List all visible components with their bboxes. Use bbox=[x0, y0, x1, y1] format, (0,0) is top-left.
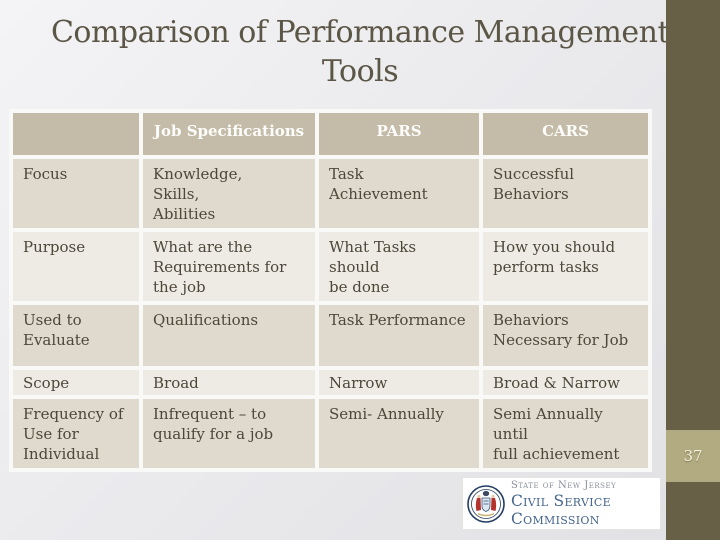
new-jersey-state-seal-icon bbox=[467, 484, 505, 523]
row-label-used-to-evaluate: Used to Evaluate bbox=[13, 305, 139, 366]
table-header-row: Job Specifications PARS CARS bbox=[13, 113, 648, 155]
cell-scope-job-specifications: Broad bbox=[143, 370, 315, 395]
cell-focus-cars: Successful Behaviors bbox=[483, 159, 648, 228]
table-row: Purpose What are the Requirements for th… bbox=[13, 232, 648, 301]
table-row: Focus Knowledge, Skills, Abilities Task … bbox=[13, 159, 648, 228]
cell-frequency-pars: Semi- Annually bbox=[319, 399, 479, 468]
page-number-badge: 37 bbox=[666, 430, 720, 482]
cell-purpose-job-specifications: What are the Requirements for the job bbox=[143, 232, 315, 301]
cell-focus-pars: Task Achievement bbox=[319, 159, 479, 228]
table-row: Scope Broad Narrow Broad & Narrow bbox=[13, 370, 648, 395]
header-cell-job-specifications: Job Specifications bbox=[143, 113, 315, 155]
header-cell-cars: CARS bbox=[483, 113, 648, 155]
cell-used-cars: Behaviors Necessary for Job bbox=[483, 305, 648, 366]
cell-used-job-specifications: Qualifications bbox=[143, 305, 315, 366]
cell-purpose-pars: What Tasks should be done bbox=[319, 232, 479, 301]
logo-commission-line: Civil Service Commission bbox=[511, 491, 611, 528]
cell-used-pars: Task Performance bbox=[319, 305, 479, 366]
table-row: Frequency of Use for Individual Infreque… bbox=[13, 399, 648, 468]
logo-state-line: State of New Jersey bbox=[511, 479, 617, 491]
row-label-purpose: Purpose bbox=[13, 232, 139, 301]
page-title: Comparison of Performance Management Too… bbox=[0, 13, 720, 91]
row-label-frequency: Frequency of Use for Individual bbox=[13, 399, 139, 468]
cell-scope-pars: Narrow bbox=[319, 370, 479, 395]
row-label-focus: Focus bbox=[13, 159, 139, 228]
table-row: Used to Evaluate Qualifications Task Per… bbox=[13, 305, 648, 366]
cell-purpose-cars: How you should perform tasks bbox=[483, 232, 648, 301]
cell-focus-job-specifications: Knowledge, Skills, Abilities bbox=[143, 159, 315, 228]
page-title-text: Comparison of Performance Management Too… bbox=[50, 15, 670, 89]
comparison-table: Job Specifications PARS CARS Focus Knowl… bbox=[9, 109, 652, 472]
header-cell-empty bbox=[13, 113, 139, 155]
page-number: 37 bbox=[683, 447, 703, 465]
row-label-scope: Scope bbox=[13, 370, 139, 395]
header-cell-pars: PARS bbox=[319, 113, 479, 155]
cell-frequency-job-specifications: Infrequent – to qualify for a job bbox=[143, 399, 315, 468]
cell-scope-cars: Broad & Narrow bbox=[483, 370, 648, 395]
csc-logo-text: State of New Jersey Civil Service Commis… bbox=[511, 480, 656, 528]
cell-frequency-cars: Semi Annually until full achievement bbox=[483, 399, 648, 468]
csc-logo: State of New Jersey Civil Service Commis… bbox=[462, 477, 661, 530]
